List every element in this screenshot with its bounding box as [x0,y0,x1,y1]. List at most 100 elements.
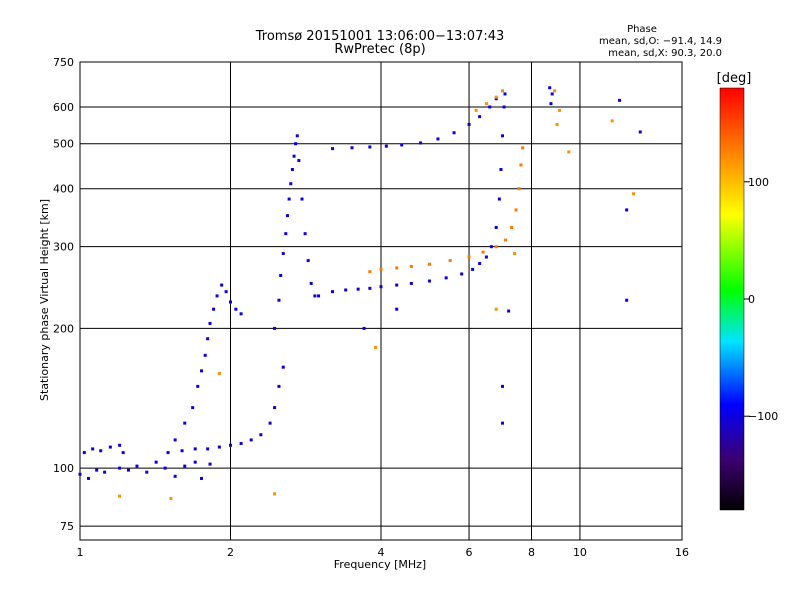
data-point [510,225,514,229]
info-mean-x: mean, sd,X: 90.3, 20.0 [608,48,722,59]
data-point [183,464,187,468]
data-point [239,441,243,445]
data-point [208,321,212,325]
data-point [220,283,224,287]
data-point [212,307,216,311]
data-point [478,261,482,265]
data-point [625,208,629,212]
data-point [99,449,103,453]
x-tick-labels: 1 2 4 6 8 10 16 [77,546,690,559]
x-tick-label: 2 [227,546,234,559]
data-point [300,197,304,201]
data-point [494,95,498,99]
y-tick-label: 100 [53,462,74,475]
data-point [103,470,107,474]
data-point [306,259,310,263]
data-point [273,492,277,496]
data-point [395,283,399,287]
data-point [273,406,277,410]
data-point [277,384,281,388]
data-point [368,145,372,149]
data-point [281,365,285,369]
data-point [121,451,125,455]
data-point [203,353,207,357]
data-point [488,105,492,109]
data-point [436,137,440,141]
x-tick-label: 8 [528,546,535,559]
data-point [460,272,464,276]
data-point [273,326,277,330]
data-point [279,274,283,278]
data-point [548,86,552,90]
data-point [118,494,122,498]
data-point [303,232,307,236]
y-tick-label: 300 [53,241,74,254]
colorbar-tick-label: 0 [748,293,755,306]
data-point [173,474,177,478]
data-point [478,115,482,119]
data-point [87,476,91,480]
data-point [356,287,360,291]
x-tick-label: 4 [378,546,385,559]
data-point [200,476,204,480]
data-point [229,300,232,304]
data-point [281,252,285,256]
data-point [206,447,210,451]
data-point [292,154,296,158]
data-point [474,108,478,112]
data-point [504,238,508,242]
data-point [444,276,448,280]
y-gridlines [80,61,682,527]
data-point [379,267,383,271]
data-point [513,252,517,256]
data-point [368,270,372,274]
data-point [501,384,505,388]
data-point [452,131,456,135]
data-point [82,451,86,455]
data-point [419,141,423,145]
data-point [196,384,200,388]
data-point [501,134,505,138]
data-point [229,443,232,447]
data-point [200,369,204,373]
data-point [555,123,559,127]
x-gridlines [79,62,683,540]
data-point [215,294,219,298]
data-point [193,447,197,451]
colorbar-ticks: 100 0 −100 [744,176,778,423]
data-point [368,286,372,290]
data-point [224,290,228,294]
data-point [467,255,471,259]
data-point [501,89,505,93]
data-point [166,451,170,455]
data-point [154,460,158,464]
data-point [331,147,335,151]
y-tick-label: 600 [53,101,74,114]
data-point [550,92,554,96]
chart-title: Tromsø 20151001 13:06:00−13:07:43 [255,29,505,44]
data-point [193,460,197,464]
data-point [284,232,288,236]
data-point [183,421,187,425]
data-point [567,150,571,154]
data-point [467,123,471,127]
data-point [317,294,321,298]
data-point [549,102,553,106]
y-tick-label: 400 [53,183,74,196]
data-point [484,102,488,106]
data-point [395,266,399,270]
data-point [173,438,177,442]
data-point [290,167,294,171]
data-point [163,466,167,470]
chart-subtitle: RwPretec (8p) [334,42,425,57]
info-mean-o: mean, sd,O: −91.4, 14.9 [599,36,722,47]
data-point [379,285,383,289]
y-tick-label: 750 [53,56,74,69]
data-point [489,245,493,249]
data-point [427,262,431,266]
colorbar: [deg] 100 0 −100 [717,71,778,511]
x-tick-label: 6 [466,546,473,559]
data-point [517,187,521,191]
data-point [632,192,636,196]
y-axis-title: Stationary phase Virtual Height [km] [38,199,51,401]
